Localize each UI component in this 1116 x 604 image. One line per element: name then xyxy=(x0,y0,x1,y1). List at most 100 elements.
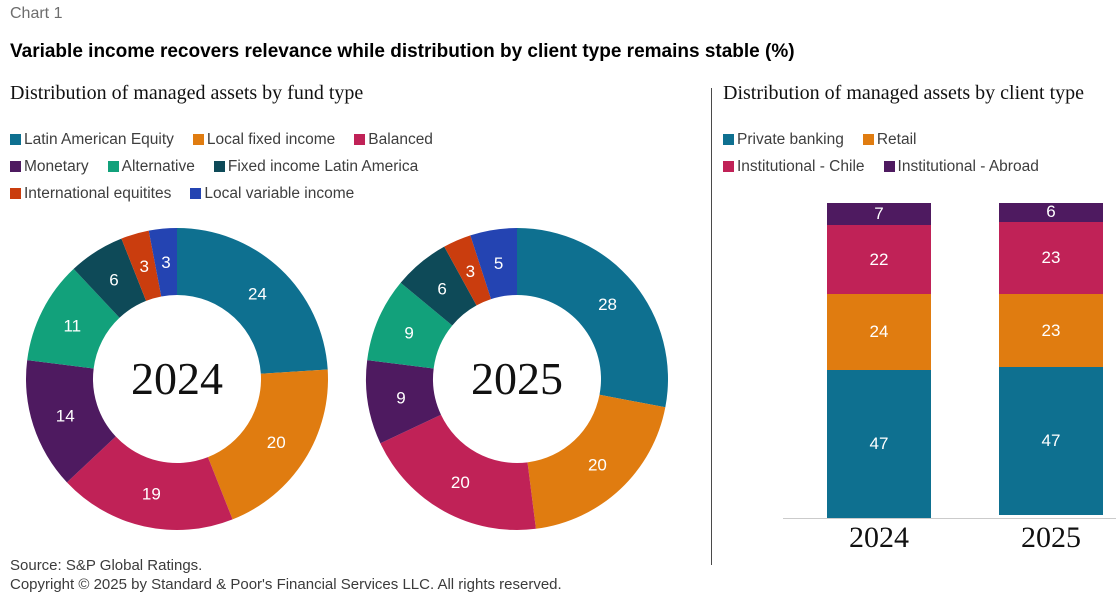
legend-swatch-icon xyxy=(192,134,204,145)
donut-segment-monetary xyxy=(366,360,441,444)
donut-value-label: 24 xyxy=(248,284,267,303)
legend-swatch-icon xyxy=(107,161,119,172)
bar-value-label: 24 xyxy=(869,322,889,342)
copyright-note: Copyright © 2025 by Standard & Poor's Fi… xyxy=(10,576,562,593)
bar-value-label: 6 xyxy=(1046,202,1056,222)
bar-segment-private-banking: 47 xyxy=(999,366,1103,515)
donut-value-label: 5 xyxy=(494,254,503,273)
chart-number: Chart 1 xyxy=(10,5,63,22)
donut-segment-latin-american-equity xyxy=(517,228,668,408)
legend-swatch-icon xyxy=(10,188,21,199)
donut-chart-2025: 28 20 20 9 9 6 3 5 2025 xyxy=(366,228,668,530)
bar-value-label: 23 xyxy=(1041,320,1061,340)
donut-value-label: 3 xyxy=(161,253,170,272)
donut-value-label: 9 xyxy=(396,388,405,407)
client-panel-title: Distribution of managed assets by client… xyxy=(723,82,1085,104)
donut-segment-fixed-income-latin-america xyxy=(400,246,477,326)
legend-item: Alternative xyxy=(107,157,195,176)
donut-segment-local-variable-income xyxy=(470,228,517,300)
donut-value-label: 20 xyxy=(588,456,607,475)
bar-segment-institutional-chile: 22 xyxy=(827,225,931,295)
donut-segment-fixed-income-latin-america xyxy=(73,238,147,318)
donut-segment-alternative xyxy=(367,282,453,369)
bar-segment-retail: 23 xyxy=(999,294,1103,367)
donut-value-label: 3 xyxy=(139,257,148,276)
bar-segment-institutional-abroad: 7 xyxy=(827,203,931,226)
donut-segment-international-equitites xyxy=(121,230,162,301)
donut-value-label: 14 xyxy=(56,406,75,425)
legend-label: International equitites xyxy=(24,184,172,202)
legend-swatch-icon xyxy=(723,134,734,145)
legend-item: Balanced xyxy=(354,131,433,149)
donut-value-label: 11 xyxy=(63,317,81,336)
donut-value-label: 3 xyxy=(466,262,475,281)
donut-value-label: 20 xyxy=(451,473,470,492)
legend-label: Institutional - Chile xyxy=(737,157,865,175)
bar-segment-institutional-abroad: 6 xyxy=(999,202,1103,222)
legend-row: Monetary Alternative Fixed income Latin Am… xyxy=(10,153,452,180)
donut-chart-2024: 24 20 19 14 11 6 3 3 2024 xyxy=(26,228,328,530)
panel-divider xyxy=(711,88,712,565)
donut-value-label: 9 xyxy=(404,323,413,342)
donut-value-label: 6 xyxy=(109,271,118,290)
bar-value-label: 47 xyxy=(869,433,889,453)
legend-item: Fixed income Latin America xyxy=(213,157,419,176)
donut-segment-balanced xyxy=(66,436,233,530)
donut-value-label: 28 xyxy=(598,295,617,314)
legend-swatch-icon xyxy=(213,161,225,172)
legend-item: Monetary xyxy=(10,158,89,176)
bar-segment-institutional-chile: 23 xyxy=(999,221,1103,295)
donut-segment-alternative xyxy=(27,268,120,369)
x-axis-year-label: 2025 xyxy=(1021,521,1081,554)
donut-value-label: 6 xyxy=(437,279,446,298)
legend-swatch-icon xyxy=(10,161,21,172)
legend-swatch-icon xyxy=(883,161,895,172)
legend-label: Fixed income Latin America xyxy=(227,157,419,175)
donut-segment-local-variable-income xyxy=(148,228,177,297)
legend-label: Latin American Equity xyxy=(24,130,174,148)
legend-item: International equitites xyxy=(10,185,171,203)
legend-label: Balanced xyxy=(368,130,433,148)
donut-center-year-label: 2025 xyxy=(471,353,563,404)
legend-item: Institutional - Chile xyxy=(723,158,865,176)
legend-row: International equitites Local variable in… xyxy=(10,180,452,207)
legend-label: Monetary xyxy=(24,157,89,175)
chart-title: Variable income recovers relevance while… xyxy=(10,41,795,62)
legend-label: Retail xyxy=(876,130,917,148)
legend-row: Latin American Equity Local fixed income B… xyxy=(10,126,452,153)
fund-legend: Latin American Equity Local fixed income B… xyxy=(10,126,452,207)
donut-segment-international-equitites xyxy=(444,235,492,306)
legend-item: Local variable income xyxy=(190,185,354,203)
fund-panel-title: Distribution of managed assets by fund t… xyxy=(10,82,364,104)
x-axis-year-label: 2024 xyxy=(849,521,909,554)
bar-segment-retail: 24 xyxy=(827,294,931,370)
x-axis-line xyxy=(783,518,1116,519)
legend-swatch-icon xyxy=(190,188,202,199)
legend-item: Local fixed income xyxy=(192,130,336,149)
bar-value-label: 22 xyxy=(869,249,889,269)
donut-value-label: 20 xyxy=(267,433,286,452)
legend-swatch-icon xyxy=(10,134,21,145)
legend-label: Local fixed income xyxy=(206,130,336,148)
legend-label: Alternative xyxy=(121,157,195,175)
bar-segment-private-banking: 47 xyxy=(827,369,931,518)
bar-value-label: 7 xyxy=(874,204,884,224)
legend-label: Private banking xyxy=(737,130,844,148)
legend-item: Retail xyxy=(862,130,917,149)
donut-value-label: 19 xyxy=(142,485,161,504)
stacked-bar-2025: 6 23 23 47 xyxy=(999,202,1103,518)
legend-item: Institutional - Abroad xyxy=(883,157,1039,176)
client-legend: Private banking Retail Institutional - Chi… xyxy=(723,126,1058,180)
donut-segment-latin-american-equity xyxy=(177,228,328,374)
stacked-bar-2024: 7 22 24 47 xyxy=(827,203,931,518)
legend-row: Institutional - Chile Institutional - Abr… xyxy=(723,153,1058,180)
donut-segment-local-fixed-income xyxy=(207,369,328,520)
legend-item: Latin American Equity xyxy=(10,131,174,149)
bar-value-label: 47 xyxy=(1041,430,1061,450)
legend-label: Institutional - Abroad xyxy=(897,157,1039,175)
legend-item: Private banking xyxy=(723,131,844,149)
legend-row: Private banking Retail xyxy=(723,126,1058,153)
legend-label: Local variable income xyxy=(204,184,355,202)
donut-segment-monetary xyxy=(26,360,116,483)
